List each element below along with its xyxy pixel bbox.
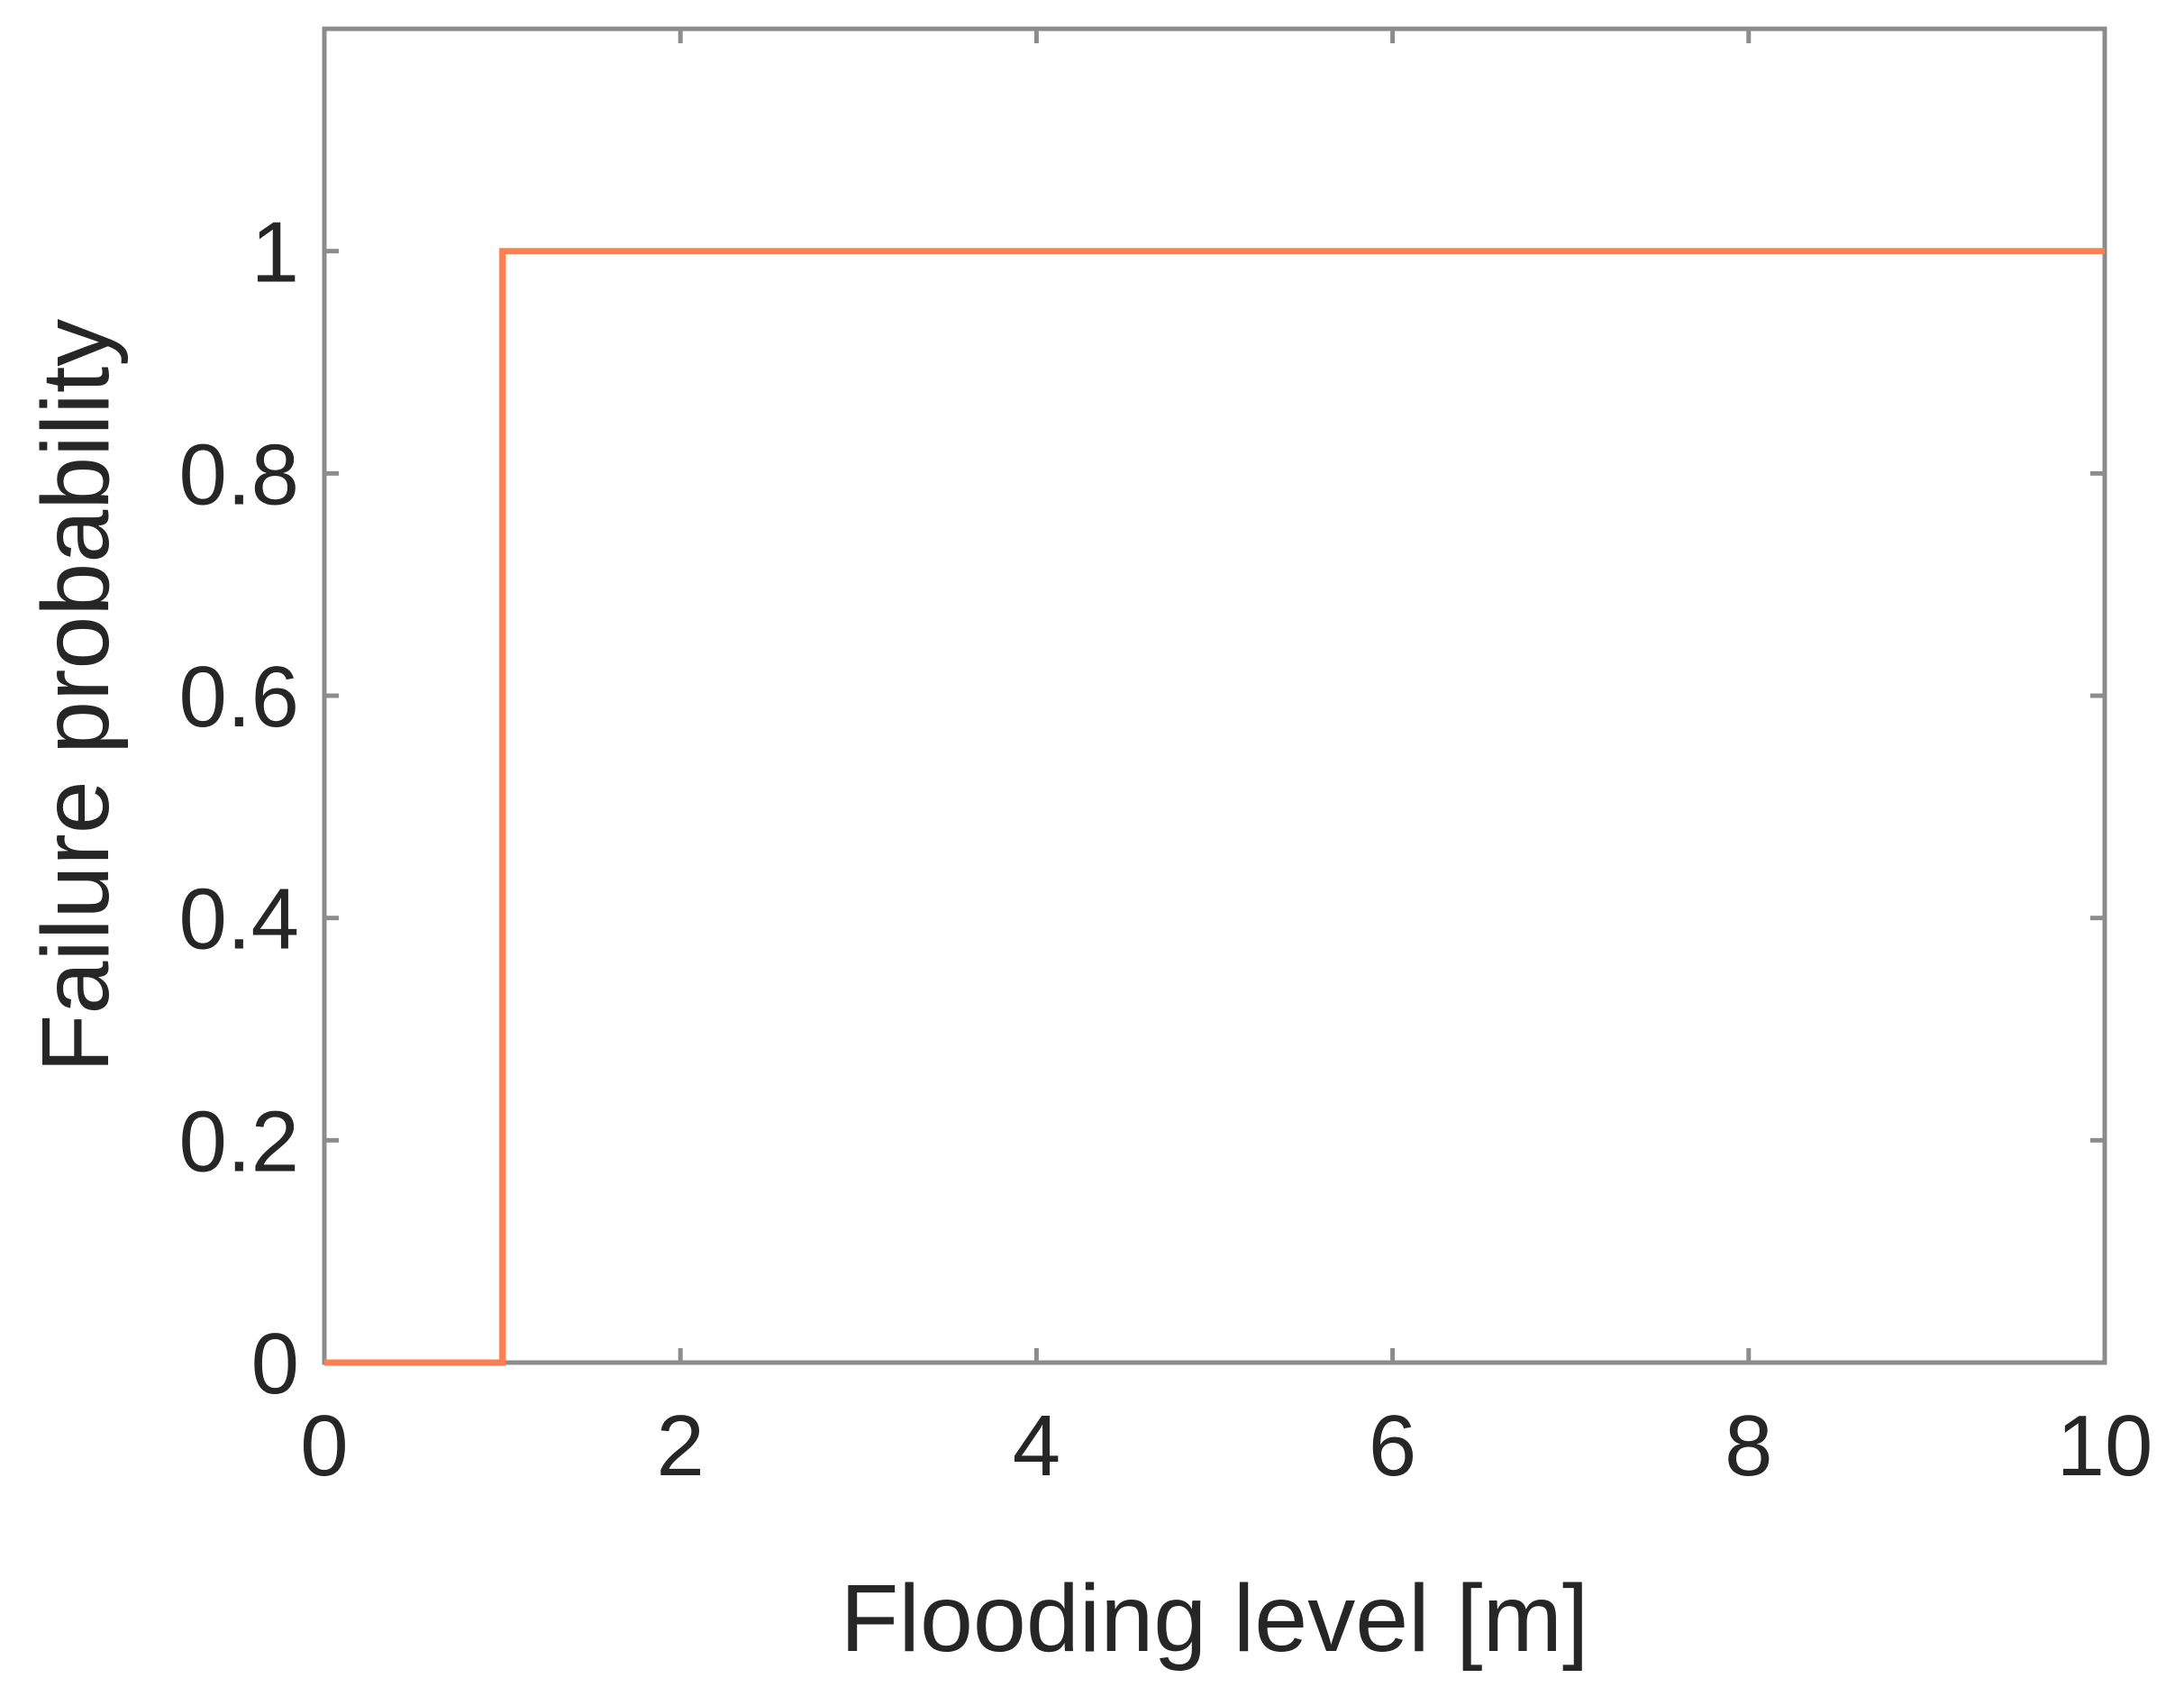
y-tick-label: 0 — [251, 1316, 299, 1412]
series-line — [324, 248, 2105, 1366]
y-tick-label: 0.6 — [179, 649, 299, 745]
x-tick-label: 10 — [2057, 1398, 2153, 1494]
y-axis-label: Failure probability — [23, 319, 129, 1073]
x-axis-label: Flooding level [m] — [841, 1565, 1589, 1672]
y-tick-label: 0.2 — [179, 1093, 299, 1190]
x-tick-label: 0 — [300, 1398, 348, 1494]
x-tick-label: 8 — [1724, 1398, 1772, 1494]
y-tick-label: 0.4 — [179, 871, 299, 968]
plot-frame — [322, 26, 2107, 1365]
series-group — [324, 248, 2105, 1366]
y-tick-label: 0.8 — [179, 426, 299, 523]
tick-labels-group: 0 2 4 6 8 10 0 0.2 0.4 0.6 0.8 1 — [179, 205, 2153, 1494]
x-tick-label: 2 — [657, 1398, 705, 1494]
x-tick-label: 4 — [1013, 1398, 1060, 1494]
x-tick-label: 6 — [1369, 1398, 1416, 1494]
y-tick-label: 1 — [251, 205, 299, 301]
